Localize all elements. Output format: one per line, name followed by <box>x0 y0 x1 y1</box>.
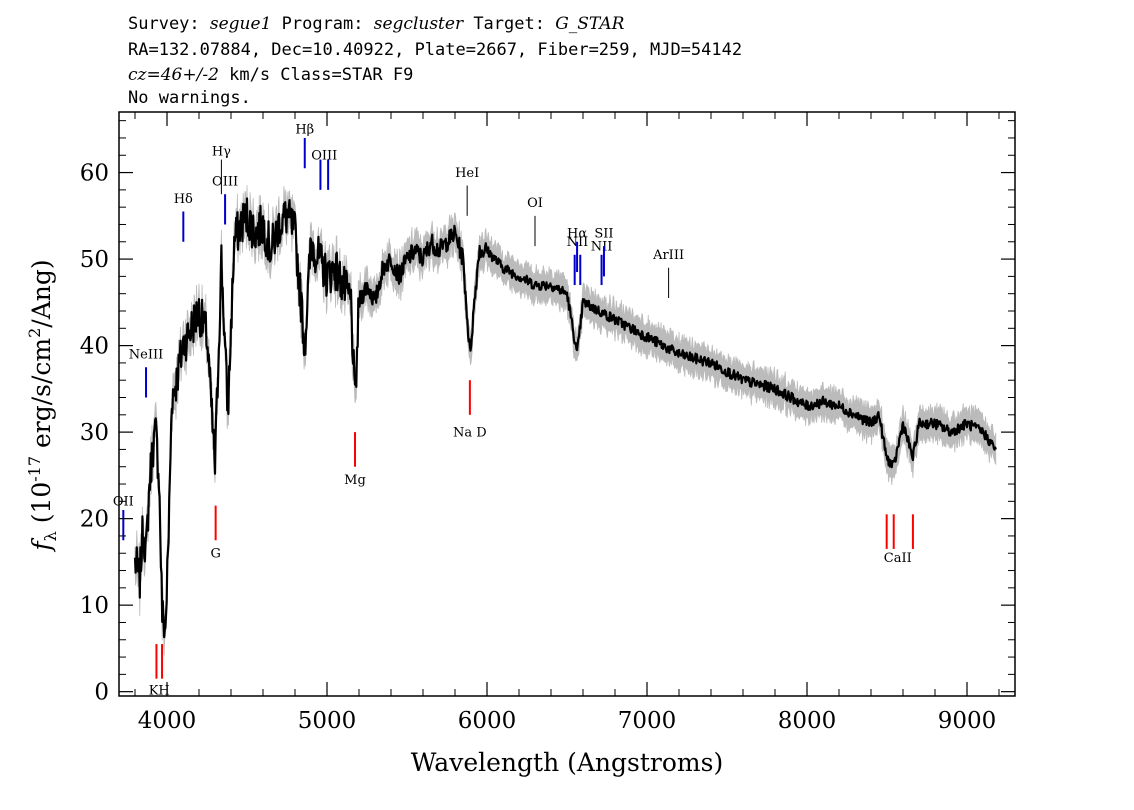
survey-value: segue1 <box>210 14 272 34</box>
annotation-10: Hβ <box>295 123 314 169</box>
annotation-label: HeI <box>455 166 479 181</box>
annotation-9: OIII <box>212 175 238 225</box>
annotation-label: Hγ <box>212 144 231 159</box>
header-line-4: No warnings. <box>128 88 251 108</box>
annotation-label: OI <box>527 196 543 211</box>
annotation-label: SII <box>594 226 613 241</box>
x-tick-label: 4000 <box>138 708 197 734</box>
header-line-3: cz=46+/-2 km/s Class=STAR F9 <box>128 65 413 85</box>
program-label: Program: <box>271 14 373 34</box>
annotation-11: OIII <box>311 149 337 190</box>
target-value: G_STAR <box>555 14 624 34</box>
annotation-18: ArIII <box>652 248 684 299</box>
y-tick-label: 20 <box>80 507 109 533</box>
annotation-2: Mg <box>344 432 366 488</box>
class-text: km/s Class=STAR F9 <box>219 65 413 85</box>
x-tick-label: 9000 <box>938 708 997 734</box>
annotation-label: OIII <box>311 149 337 164</box>
x-tick-label: 7000 <box>618 708 677 734</box>
y-axis-label: fλ (10-17 erg/s/cm2/Ang) <box>25 259 60 552</box>
annotation-1: G <box>210 505 221 562</box>
plot-frame <box>118 111 1016 697</box>
annotation-15: Hα <box>567 226 587 273</box>
redshift-value: cz=46+/-2 <box>128 65 219 85</box>
annotation-5: OII <box>113 495 134 541</box>
annotation-3: Na D <box>453 380 487 440</box>
annotation-7: Hδ <box>174 192 193 242</box>
y-tick-label: 10 <box>80 593 109 619</box>
annotation-label: Hβ <box>295 123 314 138</box>
annotation-4: CaII <box>884 514 914 566</box>
flux-line <box>133 197 997 639</box>
annotation-label: G <box>210 547 220 562</box>
header-line-2: RA=132.07884, Dec=10.40922, Plate=2667, … <box>128 40 742 60</box>
annotation-label: NII <box>591 239 613 254</box>
axes: 4000 5000 6000 7000 8000 9000 0 10 20 30 40 50 60 <box>80 112 1015 734</box>
annotation-17: SII <box>594 226 614 277</box>
x-axis-label: Wavelength (Angstroms) <box>411 748 723 777</box>
annotation-label: Mg <box>344 473 366 488</box>
error-band <box>134 185 997 656</box>
annotation-16: NII <box>591 239 613 286</box>
annotation-label: Hα <box>567 226 587 241</box>
line-annotations: KH G Mg Na D CaII OII NeIII Hδ Hγ OIII Hβ OIII HeI OI… <box>113 123 914 698</box>
annotation-0: KH <box>149 644 170 698</box>
annotation-label: CaII <box>884 551 912 566</box>
annotation-12: HeI <box>455 166 479 216</box>
annotation-13: OI <box>527 196 543 247</box>
target-label: Target: <box>463 14 555 34</box>
x-tick-label: 5000 <box>298 708 357 734</box>
annotation-8: Hγ <box>212 144 231 195</box>
annotation-label: OII <box>113 495 134 510</box>
x-tick-label: 6000 <box>458 708 517 734</box>
plot-area <box>133 185 997 656</box>
annotation-label: OIII <box>212 175 238 190</box>
survey-label: Survey: <box>128 14 210 34</box>
annotation-label: NeIII <box>129 348 163 363</box>
y-tick-label: 60 <box>80 161 109 187</box>
annotation-label: Hδ <box>174 192 193 207</box>
y-tick-label: 0 <box>94 680 109 706</box>
annotation-label: ArIII <box>652 248 684 263</box>
annotation-label: KH <box>149 683 170 698</box>
y-tick-label: 30 <box>80 420 109 446</box>
x-tick-label: 8000 <box>778 708 837 734</box>
header-line-1: Survey: segue1 Program: segcluster Targe… <box>128 14 625 34</box>
y-tick-label: 50 <box>80 247 109 273</box>
annotation-label: Na D <box>453 425 487 440</box>
annotation-6: NeIII <box>129 348 163 398</box>
program-value: segcluster <box>374 14 464 34</box>
y-tick-label: 40 <box>80 334 109 360</box>
